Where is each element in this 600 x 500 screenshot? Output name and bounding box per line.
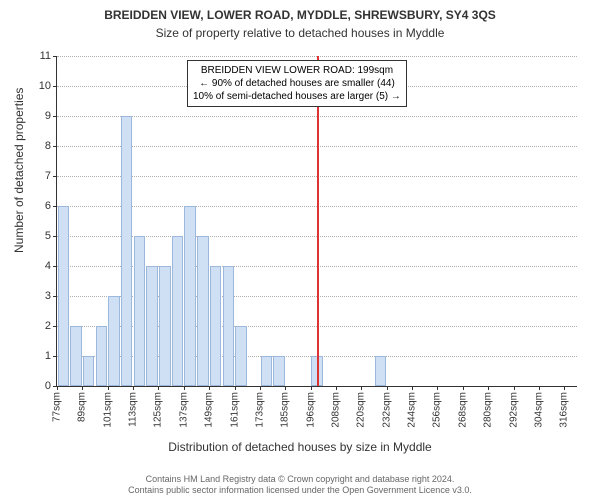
- y-tick-label: 2: [45, 320, 51, 332]
- x-tick-label: 220sqm: [356, 392, 367, 428]
- y-tick-mark: [53, 86, 57, 87]
- x-tick-label: 149sqm: [204, 392, 215, 428]
- annotation-line-3: 10% of semi-detached houses are larger (…: [193, 90, 401, 103]
- bar: [210, 266, 221, 386]
- bar: [58, 206, 69, 386]
- y-tick-label: 3: [45, 290, 51, 302]
- x-tick-label: 113sqm: [128, 392, 139, 427]
- y-tick-label: 10: [39, 80, 51, 92]
- bar: [172, 236, 183, 386]
- chart-title-main: BREIDDEN VIEW, LOWER ROAD, MYDDLE, SHREW…: [0, 8, 600, 22]
- x-tick-mark: [285, 386, 286, 390]
- annotation-line-1: BREIDDEN VIEW LOWER ROAD: 199sqm: [193, 64, 401, 77]
- x-tick-label: 304sqm: [533, 392, 544, 428]
- x-tick-label: 256sqm: [432, 392, 443, 428]
- y-tick-mark: [53, 56, 57, 57]
- x-tick-label: 125sqm: [153, 392, 164, 428]
- y-tick-label: 4: [45, 260, 51, 272]
- x-tick-label: 244sqm: [407, 392, 418, 428]
- x-tick-label: 173sqm: [254, 392, 265, 428]
- bar: [146, 266, 157, 386]
- bar: [159, 266, 170, 386]
- bar: [108, 296, 119, 386]
- annotation-box: BREIDDEN VIEW LOWER ROAD: 199sqm← 90% of…: [187, 60, 407, 107]
- x-tick-label: 280sqm: [483, 392, 494, 428]
- y-tick-label: 9: [45, 110, 51, 122]
- x-tick-mark: [260, 386, 261, 390]
- x-tick-mark: [184, 386, 185, 390]
- x-tick-mark: [412, 386, 413, 390]
- x-tick-label: 208sqm: [331, 392, 342, 428]
- bar: [261, 356, 272, 386]
- x-axis-label: Distribution of detached houses by size …: [0, 440, 600, 454]
- y-axis-label: Number of detached properties: [12, 88, 26, 253]
- x-tick-label: 232sqm: [381, 392, 392, 428]
- x-tick-mark: [235, 386, 236, 390]
- x-tick-label: 101sqm: [102, 392, 113, 428]
- x-tick-label: 161sqm: [229, 392, 240, 428]
- footer-line-1: Contains HM Land Registry data © Crown c…: [0, 474, 600, 485]
- x-tick-label: 185sqm: [280, 392, 291, 428]
- chart-title-sub: Size of property relative to detached ho…: [0, 26, 600, 40]
- x-tick-mark: [488, 386, 489, 390]
- x-tick-mark: [539, 386, 540, 390]
- x-tick-mark: [108, 386, 109, 390]
- x-tick-mark: [82, 386, 83, 390]
- x-tick-mark: [209, 386, 210, 390]
- bar: [273, 356, 284, 386]
- x-tick-mark: [158, 386, 159, 390]
- y-tick-mark: [53, 296, 57, 297]
- y-tick-label: 6: [45, 200, 51, 212]
- x-tick-label: 292sqm: [508, 392, 519, 428]
- y-tick-mark: [53, 116, 57, 117]
- bar: [96, 326, 107, 386]
- x-tick-mark: [133, 386, 134, 390]
- annotation-line-2: ← 90% of detached houses are smaller (44…: [193, 77, 401, 90]
- x-tick-label: 196sqm: [305, 392, 316, 428]
- bar: [235, 326, 246, 386]
- y-tick-label: 5: [45, 230, 51, 242]
- bar: [197, 236, 208, 386]
- bar: [121, 116, 132, 386]
- x-tick-label: 316sqm: [559, 392, 570, 428]
- bar: [223, 266, 234, 386]
- bar: [134, 236, 145, 386]
- x-tick-mark: [463, 386, 464, 390]
- y-tick-mark: [53, 206, 57, 207]
- x-tick-mark: [57, 386, 58, 390]
- x-tick-mark: [311, 386, 312, 390]
- x-tick-label: 77sqm: [52, 392, 63, 422]
- bar: [184, 206, 195, 386]
- y-tick-label: 1: [45, 350, 51, 362]
- footer-line-2: Contains public sector information licen…: [0, 485, 600, 496]
- plot-area: 0123456789101177sqm89sqm101sqm113sqm125s…: [56, 56, 577, 387]
- y-tick-mark: [53, 146, 57, 147]
- y-tick-mark: [53, 236, 57, 237]
- y-tick-label: 8: [45, 140, 51, 152]
- y-tick-mark: [53, 266, 57, 267]
- x-tick-mark: [336, 386, 337, 390]
- y-tick-label: 0: [45, 380, 51, 392]
- y-tick-mark: [53, 176, 57, 177]
- x-tick-label: 137sqm: [178, 392, 189, 428]
- bar: [375, 356, 386, 386]
- y-tick-label: 7: [45, 170, 51, 182]
- x-tick-mark: [437, 386, 438, 390]
- x-tick-mark: [387, 386, 388, 390]
- y-tick-mark: [53, 326, 57, 327]
- bar: [70, 326, 81, 386]
- x-tick-label: 268sqm: [457, 392, 468, 428]
- x-tick-mark: [514, 386, 515, 390]
- x-tick-label: 89sqm: [77, 392, 88, 422]
- x-tick-mark: [564, 386, 565, 390]
- footer-attribution: Contains HM Land Registry data © Crown c…: [0, 474, 600, 497]
- bar: [83, 356, 94, 386]
- x-tick-mark: [361, 386, 362, 390]
- y-tick-label: 11: [40, 50, 51, 62]
- y-tick-mark: [53, 356, 57, 357]
